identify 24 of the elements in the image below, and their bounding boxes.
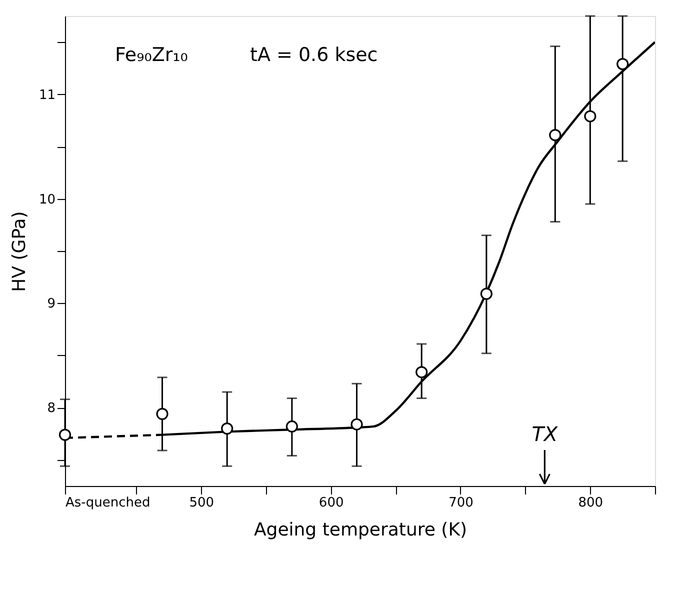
point bbox=[156, 408, 168, 420]
point bbox=[549, 129, 562, 142]
point bbox=[616, 58, 629, 70]
y-tick-label: 11 bbox=[38, 88, 56, 103]
annotation: tA = 0.6 ksec bbox=[250, 44, 378, 66]
point bbox=[416, 366, 428, 378]
x-axis-title: Ageing temperature (K) bbox=[254, 520, 468, 540]
annotation: TX bbox=[532, 422, 559, 446]
y-axis-title: HV (GPa) bbox=[8, 211, 30, 292]
point bbox=[480, 288, 492, 300]
x-tick-label: 500 bbox=[189, 496, 214, 510]
point bbox=[221, 422, 234, 435]
point bbox=[584, 110, 596, 122]
point bbox=[58, 428, 72, 441]
x-tick-label: 800 bbox=[578, 496, 604, 510]
annotation: Fe₉₀Zr₁₀ bbox=[115, 44, 188, 66]
x-tick-label: 700 bbox=[448, 496, 474, 510]
y-tick-label: 9 bbox=[47, 296, 56, 312]
x-tick-label: 600 bbox=[318, 496, 344, 510]
x-tick-label: As-quenched bbox=[66, 496, 150, 510]
y-tick-label: 10 bbox=[38, 192, 56, 208]
point bbox=[286, 420, 298, 432]
point bbox=[350, 418, 363, 430]
y-tick-label: 8 bbox=[47, 401, 56, 416]
